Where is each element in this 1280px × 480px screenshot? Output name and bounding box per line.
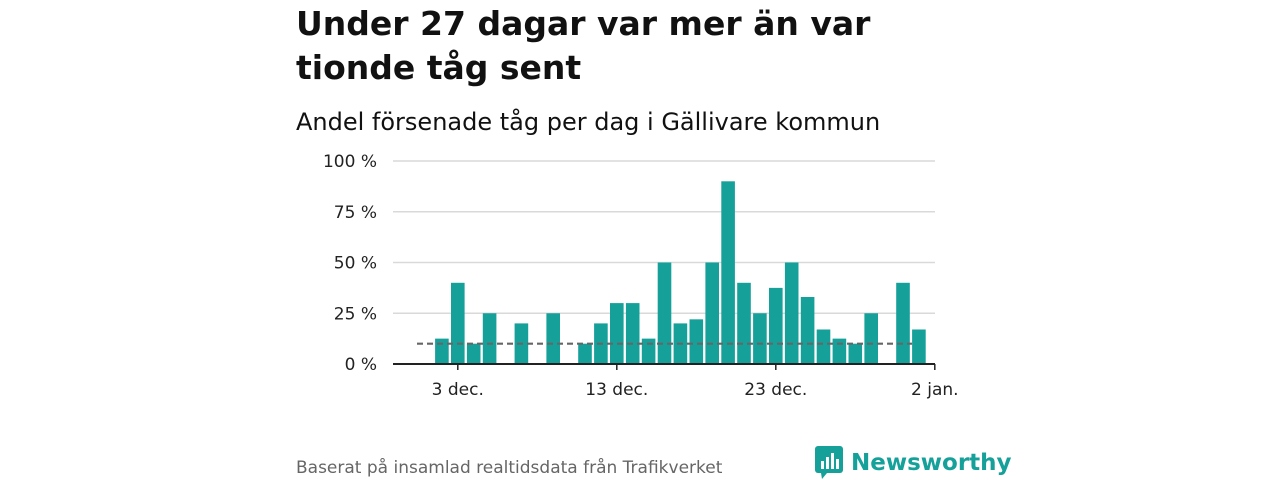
bar: [864, 313, 878, 364]
bar: [721, 181, 735, 364]
bar: [546, 313, 560, 364]
source-note: Baserat på insamlad realtidsdata från Tr…: [296, 458, 723, 478]
bar: [578, 343, 592, 364]
x-tick-label: 23 dec.: [744, 380, 807, 400]
bar: [896, 282, 910, 364]
bar: [848, 343, 863, 364]
axes: 100 % 75 % 50 % 25 % 0 % 3 dec. 13 dec. 23 dec.…: [323, 152, 959, 400]
bar: [435, 338, 449, 364]
y-tick-label: 50 %: [334, 254, 377, 274]
bar: [753, 313, 767, 364]
y-tick-label: 25 %: [334, 304, 377, 324]
x-tick-label: 3 dec.: [432, 380, 484, 400]
y-tick-label: 75 %: [334, 203, 377, 223]
bar: [832, 338, 847, 364]
bar: [912, 329, 926, 364]
y-tick-label: 0 %: [345, 355, 377, 375]
bar: [689, 319, 704, 364]
bar: [800, 297, 815, 364]
x-tick-label: 2 jan.: [911, 380, 959, 400]
newsworthy-logo-icon: [815, 446, 843, 479]
x-tick-label: 13 dec.: [585, 380, 648, 400]
bar: [482, 313, 497, 364]
bar: [657, 262, 672, 364]
brand-name: Newsworthy: [851, 450, 1012, 476]
bar: [625, 303, 640, 364]
bar: [705, 262, 719, 364]
chart-subtitle: Andel försenade tåg per dag i Gällivare …: [296, 108, 881, 136]
bar: [641, 338, 656, 364]
brand-logo[interactable]: Newsworthy: [815, 446, 1012, 480]
chart-title: Under 27 dagar var mer än var tionde tåg…: [296, 4, 871, 87]
bar: [784, 262, 799, 364]
y-tick-label: 100 %: [323, 152, 377, 172]
bar: [816, 329, 831, 364]
bar-chart: 100 % 75 % 50 % 25 % 0 % 3 dec. 13 dec. 23 dec.…: [323, 152, 959, 400]
bar: [737, 282, 751, 364]
bar: [466, 343, 481, 364]
bar: [769, 287, 783, 364]
bars: [435, 181, 926, 364]
bar: [451, 282, 465, 364]
bar: [610, 303, 624, 364]
